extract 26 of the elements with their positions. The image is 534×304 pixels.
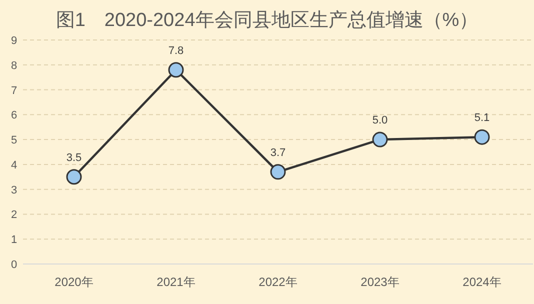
y-tick-label: 2 <box>10 209 18 222</box>
point <box>270 164 286 180</box>
x-tick-label: 2021年 <box>156 275 196 289</box>
point <box>474 129 490 145</box>
data-label: 7.8 <box>168 44 184 57</box>
point <box>372 132 388 148</box>
y-tick-label: 4 <box>10 159 18 172</box>
point <box>66 169 82 185</box>
y-tick-label: 7 <box>10 84 18 97</box>
y-tick-label: 1 <box>10 234 18 246</box>
y-tick-label: 0 <box>10 259 18 271</box>
chart-title: 图1 2020-2024年会同县地区生产总值增速（%） <box>56 10 478 31</box>
x-tick-label: 2022年 <box>258 275 298 289</box>
x-tick-label: 2020年 <box>54 275 94 289</box>
y-tick-label: 3 <box>10 184 18 196</box>
x-tick-label: 2023年 <box>360 275 400 289</box>
x-tick-label: 2024年 <box>462 275 502 289</box>
point <box>168 62 184 78</box>
y-tick-label: 9 <box>10 35 18 47</box>
y-tick-label: 5 <box>10 134 18 147</box>
data-label: 5.1 <box>474 112 490 124</box>
data-label: 3.7 <box>270 146 286 159</box>
y-tick-label: 8 <box>10 60 18 72</box>
data-label: 5.0 <box>372 114 388 127</box>
y-tick-label: 6 <box>10 110 18 122</box>
data-label: 3.5 <box>66 152 82 164</box>
